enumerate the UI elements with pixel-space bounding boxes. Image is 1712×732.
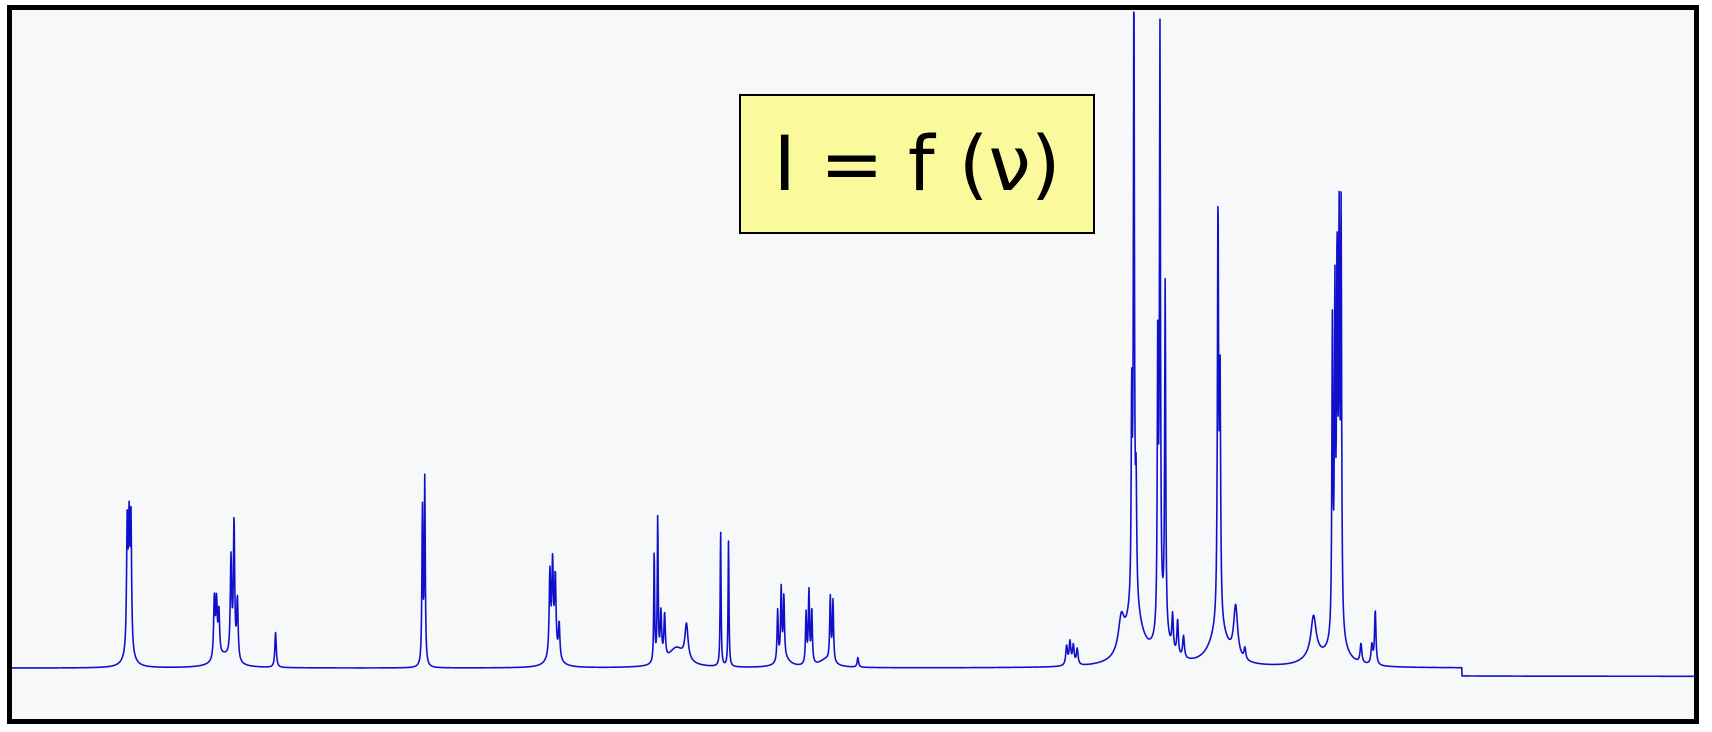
spectrum-plot <box>12 11 1694 678</box>
formula-label: I = f (ν) <box>773 119 1061 208</box>
chart-frame: I = f (ν) <box>7 5 1699 724</box>
spectrum-series-line <box>12 11 1694 678</box>
formula-box: I = f (ν) <box>739 94 1095 234</box>
